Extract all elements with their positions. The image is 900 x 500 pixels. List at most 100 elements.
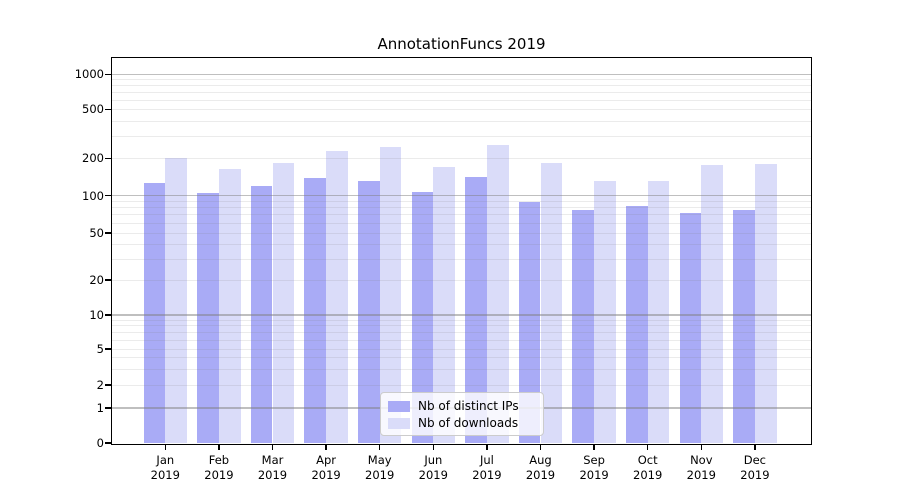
bar-downloads <box>540 162 563 443</box>
x-axis-tick-label: Feb 2019 <box>204 453 234 482</box>
bar-distinct-ips <box>572 209 595 443</box>
x-axis-tick-label: Jul 2019 <box>472 453 502 482</box>
x-axis-tick <box>325 445 327 450</box>
x-axis-tick <box>378 445 381 450</box>
bar-downloads <box>594 181 616 443</box>
x-axis-tick-label: Nov 2019 <box>686 453 716 482</box>
legend-swatch-distinct-ips <box>388 400 410 412</box>
x-axis-tick-label: Oct 2019 <box>633 453 663 482</box>
gridline <box>112 243 811 245</box>
gridline <box>112 384 811 386</box>
gridline <box>112 214 811 216</box>
y-axis-tick-label: 20 <box>89 273 104 287</box>
x-axis-tick <box>593 445 595 450</box>
y-axis-tick <box>105 407 111 409</box>
bar-downloads <box>433 167 455 443</box>
y-axis-tick-label: 50 <box>89 226 104 240</box>
gridline <box>112 85 811 87</box>
gridline <box>112 79 811 81</box>
y-axis-tick-label: 2 <box>96 378 104 392</box>
bar-distinct-ips <box>679 212 702 443</box>
gridline <box>112 108 811 110</box>
x-axis-tick <box>164 445 167 450</box>
gridline <box>112 325 811 327</box>
legend-label-downloads: Nb of downloads <box>418 416 519 430</box>
y-axis-tick <box>105 384 111 386</box>
gridline <box>112 222 811 224</box>
gridline <box>112 368 811 370</box>
gridline <box>112 73 811 75</box>
bar-downloads <box>701 164 723 443</box>
y-axis-tick <box>105 108 111 111</box>
y-axis-tick-label: 5 <box>96 342 104 356</box>
x-axis-tick-label: Dec 2019 <box>740 453 770 482</box>
y-axis-tick <box>105 157 111 160</box>
bar-downloads <box>326 150 348 443</box>
x-axis-tick-label: Apr 2019 <box>311 453 341 482</box>
y-axis-tick-label: 10 <box>89 308 104 322</box>
bar-downloads <box>486 145 509 443</box>
bar-distinct-ips <box>518 201 541 443</box>
gridline <box>112 314 811 316</box>
bar-downloads <box>218 169 241 443</box>
gridline <box>112 195 811 197</box>
legend-item-downloads: Nb of downloads <box>388 415 535 431</box>
plot-area-frame <box>111 57 812 445</box>
bar-distinct-ips <box>465 176 487 443</box>
bar-downloads <box>379 146 402 443</box>
bar-distinct-ips <box>304 178 327 443</box>
bar-distinct-ips <box>197 193 219 443</box>
x-axis-tick-label: May 2019 <box>365 453 395 482</box>
gridline <box>112 120 811 122</box>
y-axis-tick <box>105 442 111 444</box>
y-axis-tick <box>105 314 111 316</box>
gridline <box>112 157 811 159</box>
y-axis-tick <box>105 232 111 234</box>
bar-downloads <box>647 180 670 443</box>
bar-downloads <box>165 158 187 443</box>
x-axis-tick-label: Mar 2019 <box>257 453 288 482</box>
legend-swatch-downloads <box>388 417 410 429</box>
bar-distinct-ips <box>626 205 648 443</box>
x-axis-tick-label: Sep 2019 <box>579 453 609 482</box>
y-axis-tick-label: 500 <box>82 102 104 117</box>
x-axis-tick <box>700 445 703 450</box>
gridline <box>112 200 811 202</box>
gridline <box>112 319 811 321</box>
x-axis-tick <box>271 445 274 450</box>
gridline <box>112 331 811 333</box>
y-axis-tick <box>105 279 111 281</box>
bar-downloads <box>272 162 295 443</box>
x-axis-tick <box>432 445 435 450</box>
gridline <box>112 258 811 260</box>
x-axis-tick-label: Jun 2019 <box>418 453 448 482</box>
y-axis-tick-label: 1 <box>96 401 104 415</box>
y-axis-tick <box>105 348 111 350</box>
y-axis-tick-label: 100 <box>82 188 104 203</box>
legend-label-distinct-ips: Nb of distinct IPs <box>418 399 519 413</box>
y-axis-tick-label: 0 <box>96 436 104 450</box>
y-axis-tick <box>105 73 111 76</box>
gridline <box>112 232 811 234</box>
legend-item-distinct-ips: Nb of distinct IPs <box>388 398 535 414</box>
gridline <box>112 279 811 281</box>
legend: Nb of distinct IPs Nb of downloads <box>380 392 544 436</box>
gridline <box>112 207 811 209</box>
x-axis-tick <box>539 445 542 450</box>
bar-distinct-ips <box>358 180 380 443</box>
gridline <box>112 348 811 350</box>
gridline <box>112 136 811 138</box>
x-axis-tick-label: Jan 2019 <box>150 453 180 482</box>
gridline <box>112 99 811 101</box>
x-axis-tick <box>486 445 488 450</box>
bar-downloads <box>754 163 777 443</box>
x-axis-tick <box>754 445 756 450</box>
x-axis-tick-label: Aug 2019 <box>525 453 556 482</box>
bar-distinct-ips <box>143 182 166 443</box>
x-axis-tick <box>218 445 220 450</box>
y-axis-tick-label: 1000 <box>74 67 104 82</box>
gridline <box>112 339 811 341</box>
gridline <box>112 357 811 359</box>
bar-distinct-ips <box>411 191 434 443</box>
